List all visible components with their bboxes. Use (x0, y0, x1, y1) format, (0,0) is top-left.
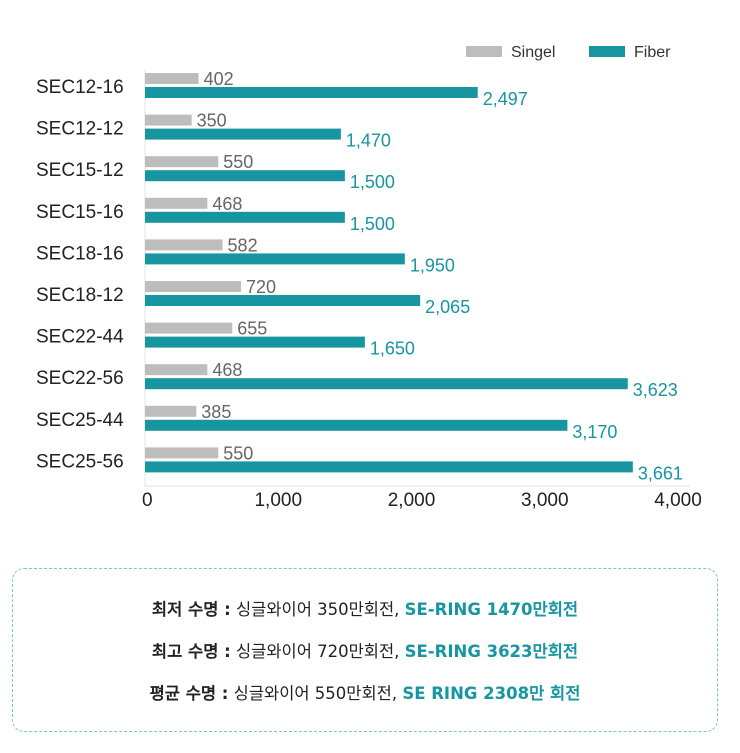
x-tick-label: 3,000 (521, 490, 569, 511)
bar-singel (145, 405, 197, 417)
summary-box: 최저 수명 : 싱글와이어 350만회전, SE-RING 1470만회전 최고… (12, 568, 718, 732)
data-label-fiber: 2,497 (483, 89, 528, 109)
data-label-singel: 550 (223, 443, 253, 463)
category-label: SEC25-56 (36, 451, 124, 472)
data-label-fiber: 1,500 (350, 214, 395, 234)
category-label: SEC22-44 (36, 327, 124, 348)
summary-text: 싱글와이어 720만회전, (230, 642, 405, 661)
bar-singel (145, 156, 219, 168)
data-label-singel: 720 (246, 277, 276, 297)
legend-swatch-fiber (589, 46, 625, 57)
bar-fiber (145, 461, 633, 473)
legend-label-fiber: Fiber (634, 44, 671, 61)
data-label-fiber: 3,661 (638, 463, 683, 483)
summary-row-avg: 평균 수명 : 싱글와이어 550만회전, SE RING 2308만 회전 (150, 680, 581, 704)
bar-fiber (145, 419, 568, 431)
data-label-singel: 468 (212, 194, 242, 214)
summary-highlight: SE-RING 3623만회전 (404, 642, 579, 661)
x-tick-label: 2,000 (388, 490, 436, 511)
summary-row-min: 최저 수명 : 싱글와이어 350만회전, SE-RING 1470만회전 (152, 596, 578, 620)
data-label-singel: 402 (204, 69, 234, 89)
legend-label-singel: Singel (511, 44, 555, 61)
bar-fiber (145, 170, 345, 182)
category-label: SEC15-16 (36, 202, 124, 223)
bar-singel (145, 197, 208, 209)
summary-text: 싱글와이어 350만회전, (230, 600, 405, 619)
category-label: SEC18-16 (36, 243, 124, 264)
bar-singel (145, 364, 208, 376)
bar-singel (145, 447, 219, 459)
x-tick-label: 0 (142, 490, 153, 511)
data-label-fiber: 3,623 (633, 380, 678, 400)
bar-fiber (145, 378, 628, 390)
data-label-singel: 550 (223, 152, 253, 172)
summary-key: 최고 수명 : (151, 642, 231, 661)
data-label-fiber: 1,500 (350, 172, 395, 192)
summary-highlight: SE RING 2308만 회전 (402, 684, 581, 703)
summary-row-max: 최고 수명 : 싱글와이어 720만회전, SE-RING 3623만회전 (152, 638, 578, 662)
category-label: SEC15-12 (36, 160, 124, 181)
data-label-fiber: 1,470 (346, 131, 391, 151)
category-label: SEC12-12 (36, 119, 124, 140)
category-label: SEC22-56 (36, 368, 124, 389)
bar-fiber (145, 87, 478, 98)
summary-text: 싱글와이어 550만회전, (228, 684, 403, 703)
bar-fiber (145, 253, 405, 265)
x-tick-label: 4,000 (654, 490, 702, 511)
bar-singel (145, 281, 241, 292)
bar-singel (145, 239, 223, 251)
summary-key: 평균 수명 : (149, 684, 229, 703)
bar-fiber (145, 295, 421, 306)
summary-highlight: SE-RING 1470만회전 (404, 600, 579, 619)
summary-key: 최저 수명 : (151, 600, 231, 619)
category-label: SEC18-12 (36, 285, 124, 306)
legend-swatch-singel (466, 46, 502, 57)
data-label-singel: 468 (212, 360, 242, 380)
bar-singel (145, 73, 199, 84)
x-tick-label: 1,000 (254, 490, 302, 511)
bar-singel (145, 114, 192, 126)
data-label-singel: 350 (197, 111, 227, 131)
data-label-singel: 655 (237, 319, 267, 339)
data-label-fiber: 2,065 (425, 297, 470, 317)
data-label-fiber: 1,650 (370, 339, 415, 359)
data-label-singel: 385 (201, 402, 231, 422)
data-label-fiber: 1,950 (410, 255, 455, 275)
bar-chart: Singel Fiber SEC12-16 402 2,497 SEC12-12 350 1,… (36, 44, 702, 511)
data-label-singel: 582 (228, 235, 258, 255)
category-label: SEC25-44 (36, 410, 124, 431)
bar-fiber (145, 336, 365, 348)
data-label-fiber: 3,170 (572, 422, 617, 442)
category-label: SEC12-16 (36, 77, 124, 98)
bar-fiber (145, 211, 345, 223)
bar-singel (145, 322, 233, 334)
bar-fiber (145, 128, 341, 140)
